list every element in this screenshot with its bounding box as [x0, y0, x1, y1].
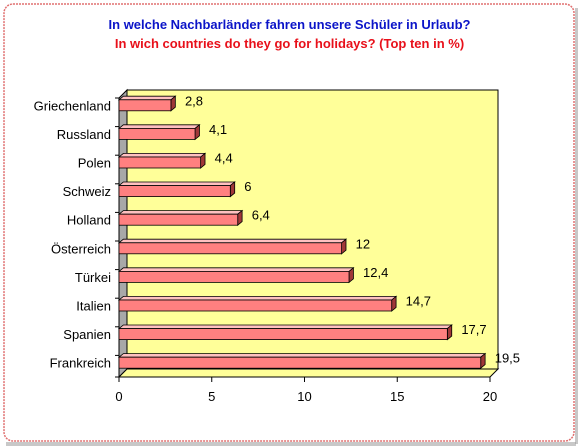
x-tick-label: 10: [297, 389, 311, 404]
bar-österreich: [118, 242, 343, 255]
bar-italien: [118, 299, 393, 312]
category-label: Österreich: [51, 241, 111, 256]
bar-top-italien: [117, 295, 398, 301]
chart-title-german: In welche Nachbarländer fahren unsere Sc…: [108, 17, 471, 32]
category-label: Polen: [78, 156, 111, 171]
value-label: 12,4: [363, 265, 388, 280]
bar-polen: [118, 156, 202, 169]
value-label: 19,5: [495, 351, 520, 366]
value-label: 2,8: [185, 93, 203, 108]
category-label: Russland: [57, 127, 111, 142]
bar-holland: [118, 213, 239, 226]
category-label: Holland: [67, 213, 111, 228]
bar-türkei: [118, 270, 350, 283]
category-label: Schweiz: [63, 184, 111, 199]
bar-top-frankreich: [117, 353, 487, 358]
x-tick-label: 15: [390, 389, 404, 404]
value-label: 14,7: [406, 294, 431, 309]
bar-top-russland: [117, 124, 201, 129]
chart-floor: [117, 368, 500, 378]
value-label: 17,7: [461, 322, 486, 337]
category-label: Frankreich: [50, 356, 111, 371]
bar-top-holland: [117, 210, 244, 215]
bar-top-spanien: [117, 324, 453, 330]
bar-griechenland: [118, 99, 172, 112]
frame-shadow-side: [575, 8, 578, 444]
bar-top-schweiz: [117, 181, 236, 187]
category-label: Türkei: [75, 270, 111, 285]
value-label: 4,1: [209, 122, 227, 137]
frame-shadow: [6, 442, 576, 446]
bar-frankreich: [118, 356, 482, 369]
category-label: Italien: [76, 299, 111, 314]
outer-border: [3, 3, 575, 442]
bar-top-türkei: [117, 267, 355, 272]
bar-top-österreich: [117, 238, 348, 244]
x-tick-label: 5: [208, 389, 215, 404]
value-label: 6,4: [252, 208, 270, 223]
bar-schweiz: [118, 185, 231, 198]
value-label: 6: [244, 179, 251, 194]
x-tick-label: 0: [115, 389, 122, 404]
x-tick-label: 20: [483, 389, 497, 404]
bar-spanien: [118, 328, 448, 341]
bar-russland: [118, 127, 196, 140]
bar-top-griechenland: [117, 95, 177, 101]
value-label: 12: [356, 236, 370, 251]
category-label: Spanien: [63, 327, 111, 342]
bar-top-polen: [117, 152, 207, 158]
value-label: 4,4: [215, 151, 233, 166]
category-label: Griechenland: [34, 98, 111, 113]
chart-title-english: In wich countries do they go for holiday…: [114, 36, 465, 51]
